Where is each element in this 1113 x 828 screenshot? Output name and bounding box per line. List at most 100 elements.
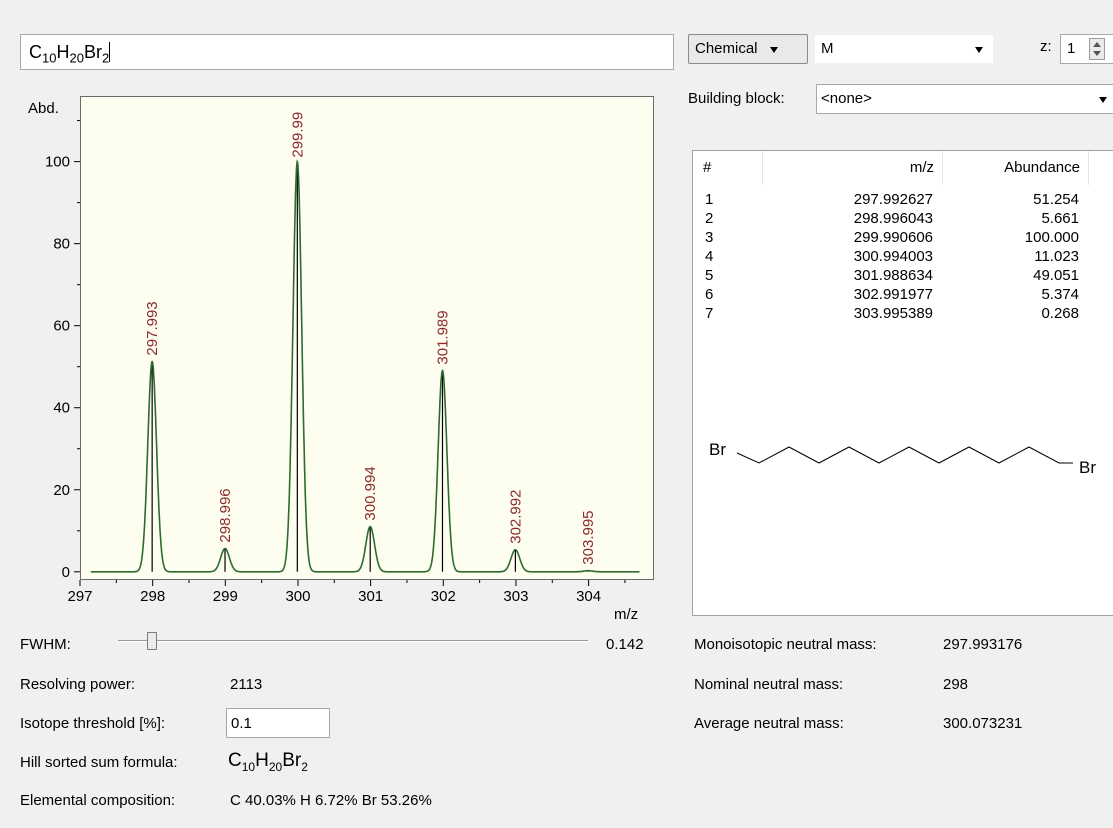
formula-text: Br (83, 42, 102, 62)
row-index: 5 (705, 267, 714, 284)
row-abundance: 11.023 (1034, 248, 1079, 265)
molecule-structure: Br Br (709, 440, 1096, 477)
peak-label: 299.99 (289, 112, 306, 158)
isotope-table: # m/z Abundance 1 297.992627 51.254 2 298.99… (692, 150, 1113, 616)
chevron-down-icon (1099, 97, 1107, 103)
row-index: 4 (705, 248, 714, 265)
nominal-mass-value: 298 (943, 676, 969, 693)
spinner-arrows-icon[interactable] (1089, 38, 1105, 60)
composition-label: Elemental composition: (20, 792, 176, 809)
row-mz: 300.994003 (853, 248, 933, 265)
peak-label: 302.992 (507, 490, 524, 544)
peak-label: 301.989 (434, 310, 451, 364)
carbon-chain (736, 446, 1073, 464)
peak-label: 303.995 (580, 510, 597, 564)
peak-label: 300.994 (362, 466, 379, 520)
y-tick-label: 20 (53, 482, 70, 499)
row-abundance: 5.374 (1041, 286, 1079, 303)
building-block-label: Building block: (688, 90, 785, 107)
threshold-input[interactable]: 0.1 (226, 708, 330, 738)
resolving-power-label: Resolving power: (20, 676, 136, 693)
ion-dropdown[interactable]: M (814, 34, 994, 64)
building-block-value: <none> (821, 90, 872, 107)
threshold-label: Isotope threshold [%]: (20, 715, 166, 732)
formula-subscript: 20 (69, 50, 84, 66)
formula-subscript: 10 (42, 50, 57, 66)
row-abundance: 49.051 (1033, 267, 1079, 284)
row-abundance: 51.254 (1033, 191, 1079, 208)
building-block-dropdown[interactable]: <none> (816, 84, 1113, 114)
row-abundance: 5.661 (1041, 210, 1079, 227)
x-tick-label: 304 (576, 588, 601, 605)
resolving-power-value: 2113 (230, 676, 263, 693)
fwhm-value: 0.142 (606, 636, 644, 653)
z-spinner[interactable]: 1 (1060, 34, 1113, 64)
table-row[interactable]: 7 303.995389 0.268 (693, 305, 1113, 324)
x-tick-label: 302 (431, 588, 456, 605)
row-index: 2 (705, 210, 714, 227)
row-abundance: 0.268 (1041, 305, 1079, 322)
ion-dropdown-value: M (821, 40, 834, 57)
z-label: z: (1040, 38, 1052, 55)
table-row[interactable]: 5 301.988634 49.051 (693, 267, 1113, 286)
column-header-mz[interactable]: m/z (763, 151, 943, 185)
formula-text: H (56, 42, 70, 62)
y-tick-label: 80 (53, 236, 70, 253)
text-cursor (109, 42, 111, 62)
table-row[interactable]: 4 300.994003 11.023 (693, 248, 1113, 267)
chevron-down-icon (769, 47, 778, 53)
fwhm-slider[interactable] (118, 630, 588, 652)
peak-label: 298.996 (217, 488, 234, 542)
spectrum-trace (90, 159, 640, 573)
formula-input[interactable]: C10H20Br2 (20, 34, 674, 70)
slider-thumb[interactable] (146, 632, 157, 650)
bromine-atom-right: Br (1079, 458, 1096, 477)
row-mz: 301.988634 (853, 267, 933, 284)
table-row[interactable]: 2 298.996043 5.661 (693, 210, 1113, 229)
spectrum-plot-area (80, 96, 654, 580)
x-tick-label: 301 (358, 588, 383, 605)
z-value: 1 (1067, 40, 1076, 57)
row-index: 3 (705, 229, 714, 246)
y-tick-label: 0 (62, 564, 70, 581)
row-mz: 297.992627 (853, 191, 933, 208)
formula-text: C (228, 750, 242, 771)
column-header-abundance[interactable]: Abundance (943, 151, 1089, 185)
row-mz: 303.995389 (853, 305, 933, 322)
mono-mass-value: 297.993176 (943, 636, 1023, 653)
table-row[interactable]: 3 299.990606 100.000 (693, 229, 1113, 248)
y-axis-label: Abd. (28, 100, 59, 117)
peak-label: 297.993 (144, 301, 161, 355)
y-tick-label: 100 (45, 154, 70, 171)
row-abundance: 100.000 (1024, 229, 1079, 246)
row-mz: 298.996043 (853, 210, 933, 227)
isotope-spectrum-chart: 0 20 40 60 80 100 297 298 299 300 301 302 303 304 297.… (45, 112, 640, 605)
x-axis-label: m/z (614, 606, 639, 623)
nominal-mass-label: Nominal neutral mass: (694, 676, 844, 693)
chevron-down-icon (975, 47, 983, 53)
mode-dropdown-value: Chemical (695, 40, 758, 57)
average-mass-label: Average neutral mass: (694, 715, 844, 732)
row-mz: 299.990606 (853, 229, 933, 246)
hill-formula-label: Hill sorted sum formula: (20, 754, 178, 771)
x-tick-label: 300 (285, 588, 310, 605)
table-row[interactable]: 1 297.992627 51.254 (693, 191, 1113, 210)
mono-mass-label: Monoisotopic neutral mass: (694, 636, 877, 653)
slider-track (118, 640, 588, 642)
mode-dropdown[interactable]: Chemical (688, 34, 808, 64)
x-tick-label: 298 (140, 588, 165, 605)
table-row[interactable]: 6 302.991977 5.374 (693, 286, 1113, 305)
composition-value: C 40.03% H 6.72% Br 53.26% (230, 792, 432, 809)
y-tick-label: 60 (53, 318, 70, 335)
hill-formula-value: C10H20Br2 (228, 750, 308, 774)
bromine-atom-left: Br (709, 440, 726, 459)
y-tick-label: 40 (53, 400, 70, 417)
row-index: 7 (705, 305, 714, 322)
formula-subscript: 2 (101, 50, 110, 66)
x-tick-label: 297 (67, 588, 92, 605)
fwhm-label: FWHM: (20, 636, 71, 653)
formula-text: C (29, 42, 42, 62)
row-index: 1 (705, 191, 714, 208)
column-header-index[interactable]: # (693, 151, 763, 185)
average-mass-value: 300.073231 (943, 715, 1023, 732)
